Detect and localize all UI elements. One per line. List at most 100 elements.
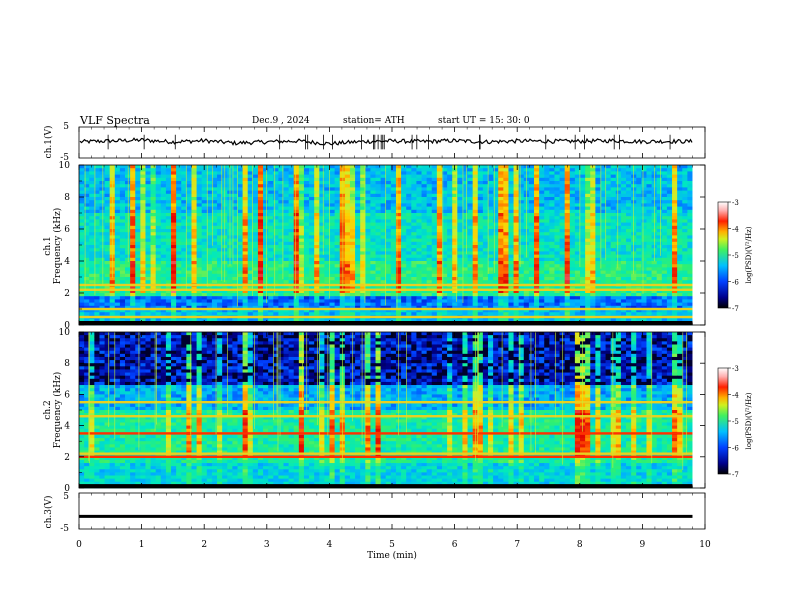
spectrogram-cell (539, 213, 545, 217)
spectrogram-cell (160, 225, 167, 230)
spectrogram-cell (84, 293, 90, 297)
spectrogram-cell (125, 280, 131, 284)
spectrogram-cell (498, 232, 504, 236)
spectrogram-cell (94, 229, 100, 233)
spectrogram-cell (130, 165, 136, 169)
spectrogram-cell (503, 251, 509, 255)
spectrogram-cell (365, 219, 371, 223)
spectrogram-cell (590, 174, 596, 179)
spectrogram-cell (672, 261, 678, 265)
spectrogram-cell (370, 168, 376, 172)
spectrogram-cell (534, 168, 540, 172)
spectrogram-cell (462, 181, 468, 185)
spectrogram-cell (416, 280, 422, 284)
spectrogram-cell (191, 277, 197, 281)
spectrogram-cell (360, 277, 366, 281)
spectrogram-cell (242, 229, 249, 233)
spectrogram-cell (309, 190, 315, 195)
spectrogram-cell (370, 165, 376, 169)
spectrogram-cell (610, 206, 617, 211)
spectrogram-cell (687, 245, 693, 249)
spectrogram-cell (171, 229, 177, 233)
spectrogram-cell (176, 174, 182, 179)
spectrogram-cell (252, 171, 259, 175)
spectrogram-cell (125, 257, 131, 262)
spectrogram-cell (682, 261, 688, 265)
spectrogram-cell (518, 286, 525, 291)
spectrogram-cell (600, 270, 606, 275)
spectrogram-cell (237, 273, 243, 278)
spectrogram-cell (559, 235, 566, 239)
spectrogram-cell (344, 293, 351, 297)
spectrogram-cell (186, 209, 192, 214)
spectrogram-cell (339, 203, 346, 207)
spectrogram-cell (390, 181, 397, 185)
spectrogram-cell (125, 241, 131, 246)
spectrogram-cell (656, 184, 663, 188)
spectrogram-cell (237, 257, 243, 262)
spectrogram-cell (426, 289, 433, 294)
spectrogram-cell (610, 171, 617, 175)
spectrogram-cell (493, 277, 499, 281)
spectrogram-cell (329, 248, 336, 252)
spectrogram-cell (549, 229, 555, 233)
spectrogram-cell (467, 209, 474, 214)
spectrogram-cell (580, 251, 586, 255)
spectrogram-cell (631, 241, 637, 246)
spectrogram-cell (324, 277, 330, 281)
spectrogram-cell (487, 238, 494, 243)
spectrogram-cell (145, 257, 151, 262)
spectrogram-cell (176, 254, 182, 259)
spectrogram-cell (114, 289, 121, 294)
spectrogram-cell (339, 257, 346, 262)
spectrogram-cell (590, 273, 596, 278)
spectrogram-cell (344, 286, 351, 291)
spectrogram-cell (196, 193, 203, 198)
spectrogram-cell (344, 216, 351, 220)
spectrogram-cell (89, 216, 95, 220)
spectrogram-cell (421, 200, 428, 204)
spectrogram-cell (196, 177, 203, 182)
spectrogram-cell (421, 187, 428, 191)
spectrogram-cell (564, 254, 571, 259)
spectrogram-cell (661, 168, 668, 172)
spectrogram-cell (268, 261, 274, 265)
spectrogram-cell (523, 267, 530, 271)
spectrogram-cell (528, 184, 535, 188)
spectrogram-cell (666, 171, 673, 175)
spectrogram-cell (406, 177, 412, 182)
spectrogram-cell (661, 187, 668, 191)
spectrogram-cell (518, 261, 525, 265)
spectrogram-cell (94, 277, 100, 281)
spectrogram-cell (247, 245, 254, 249)
spectrogram-cell (385, 184, 392, 188)
spectrogram-cell (252, 181, 259, 185)
spectrogram-cell (375, 241, 382, 246)
spectrogram-cell (498, 289, 504, 294)
spectrogram-cell (615, 280, 622, 284)
spectrogram-cell (431, 206, 438, 211)
spectrogram-cell (319, 277, 325, 281)
spectrogram-cell (401, 190, 407, 195)
spectrogram-cell (298, 277, 305, 281)
spectrogram-cell (482, 229, 489, 233)
spectrogram-cell (247, 270, 254, 275)
spectrogram-cell (605, 209, 612, 214)
spectrogram-cell (339, 181, 346, 185)
spectrogram-cell (89, 245, 95, 249)
spectrogram-cell (585, 257, 591, 262)
spectrogram-cell (237, 197, 243, 201)
spectrogram-cell (344, 273, 351, 278)
spectrogram-cell (94, 293, 100, 297)
spectrogram-cell (457, 177, 463, 182)
spectrogram-cell (104, 238, 111, 243)
spectrogram-cell (641, 241, 647, 246)
spectrogram-cell (513, 289, 520, 294)
spectrogram-cell (206, 213, 213, 217)
spectrogram-cell (375, 264, 382, 268)
spectrogram-cell (186, 193, 192, 198)
spectrogram-cell (135, 174, 141, 179)
spectrogram-cell (401, 168, 407, 172)
spectrogram-cell (355, 254, 361, 259)
spectrogram-cell (283, 184, 289, 188)
